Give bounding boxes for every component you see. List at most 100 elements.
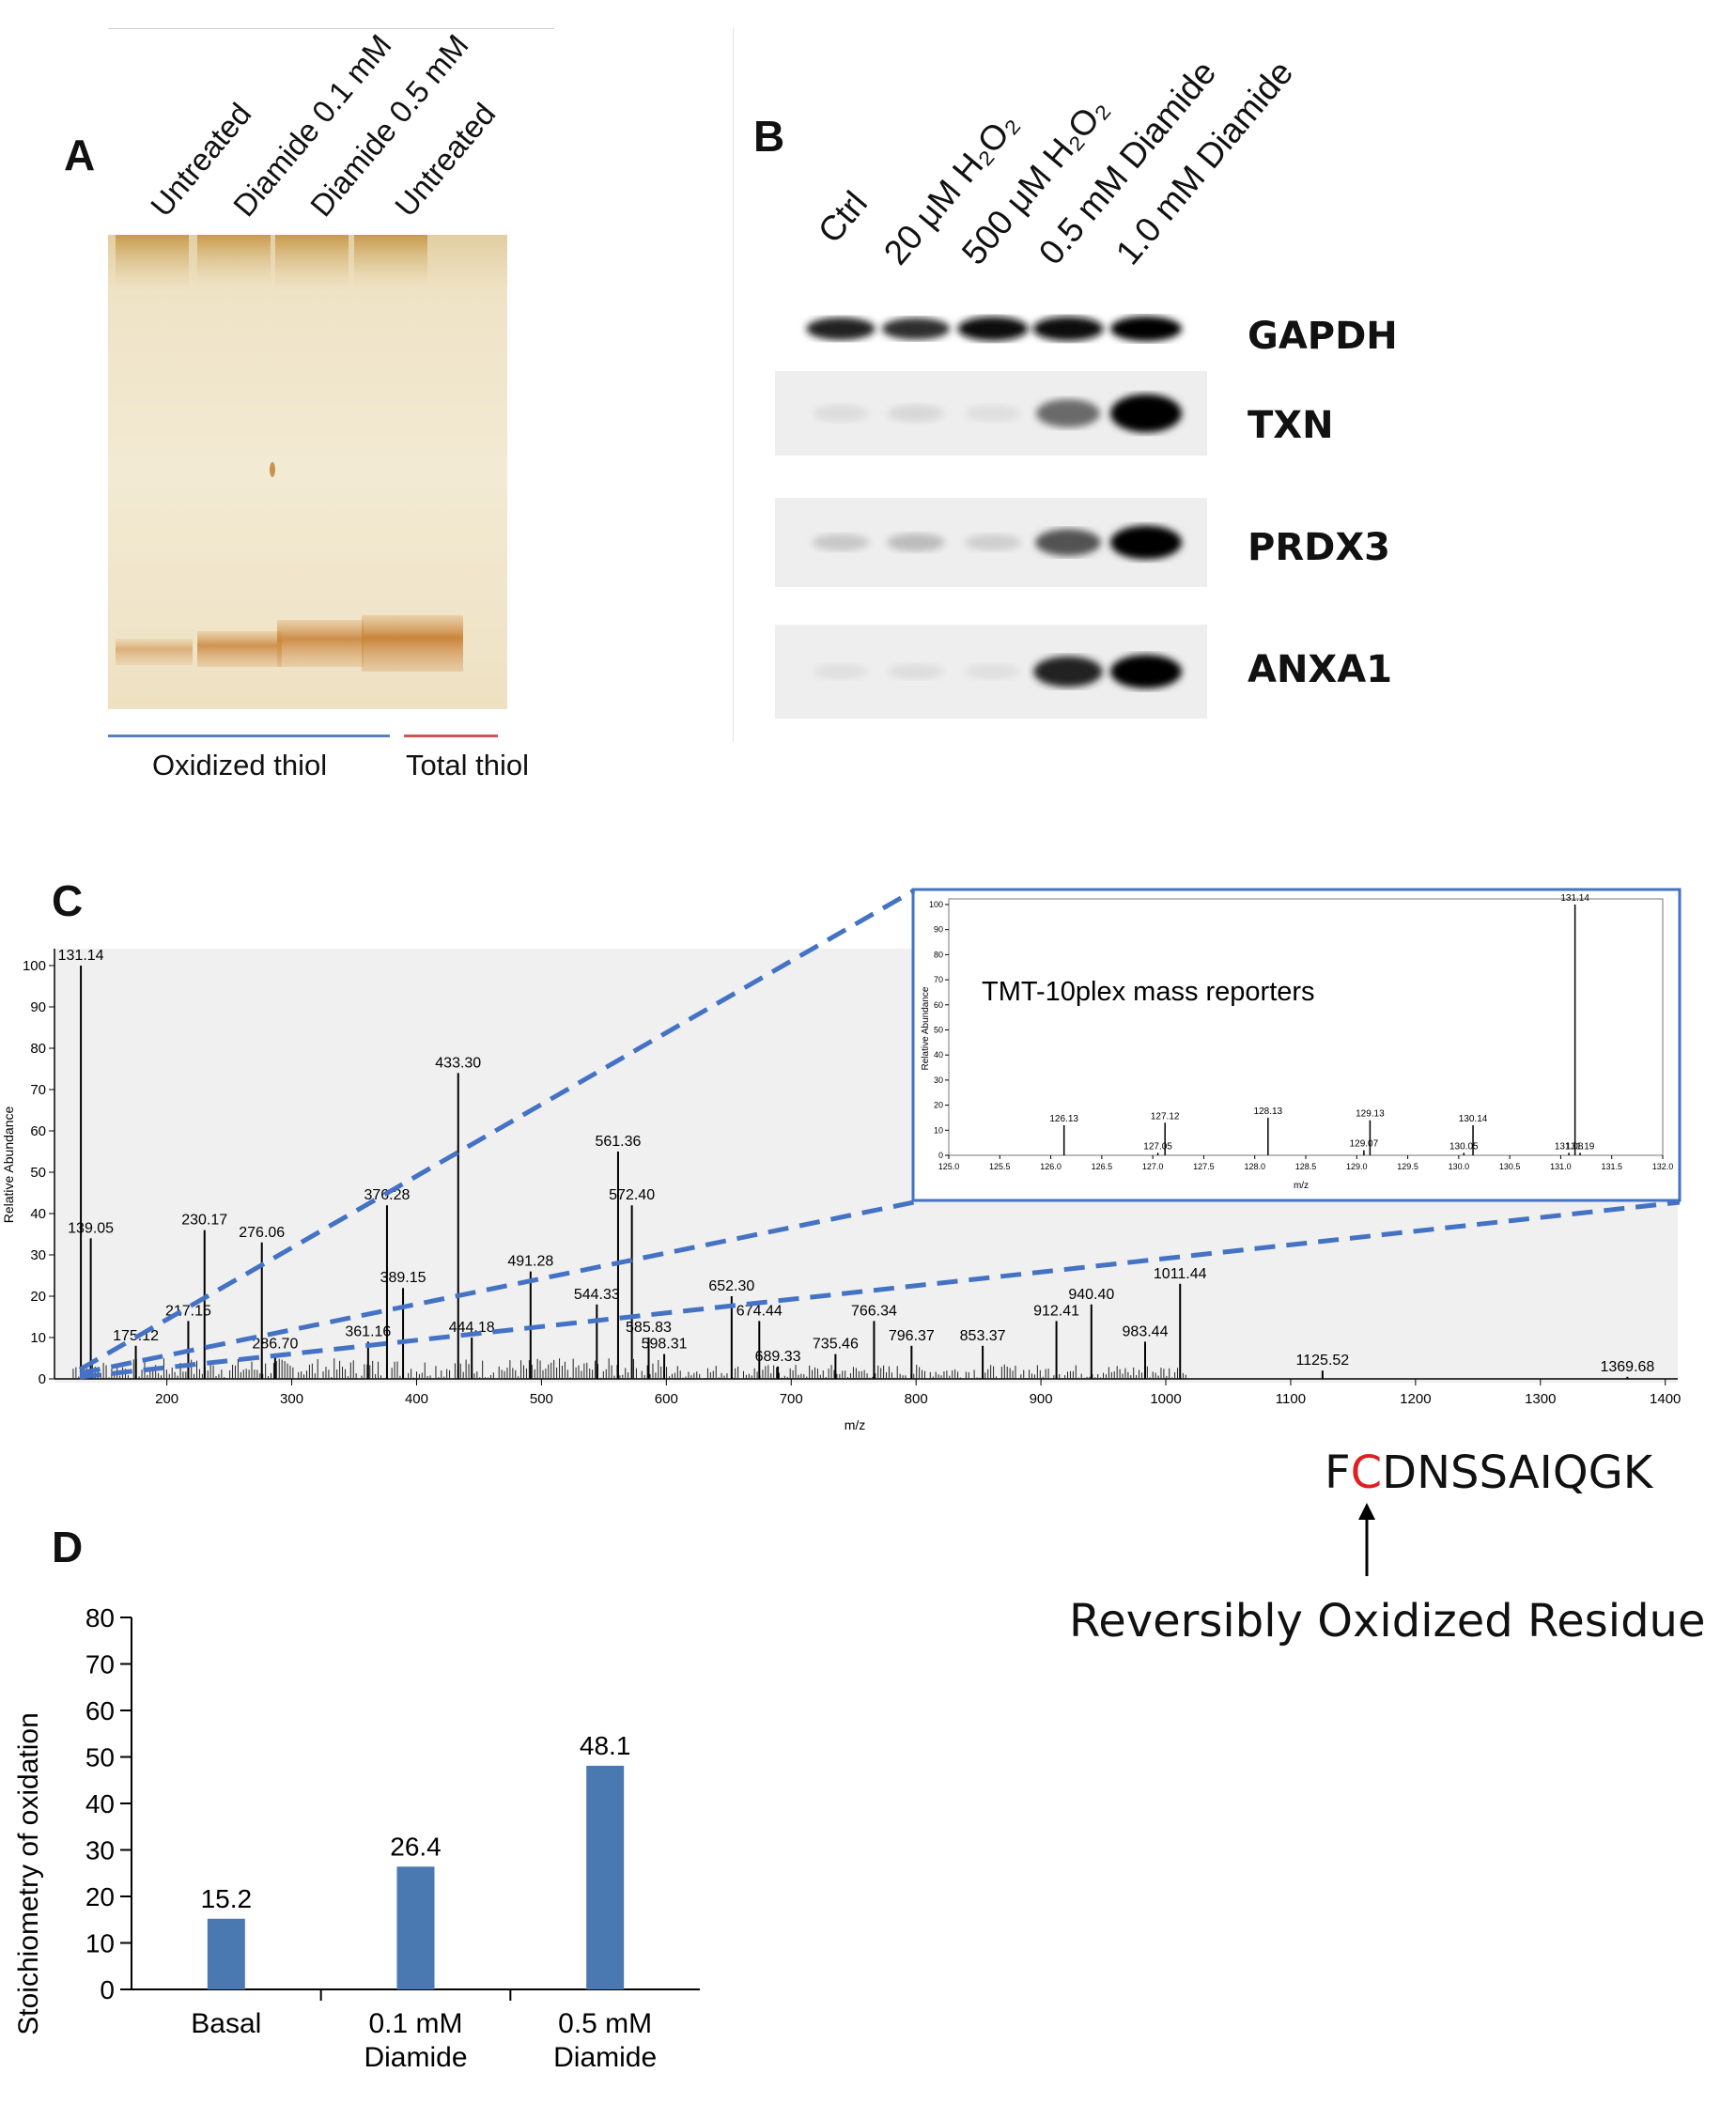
spectrum-peak-label: 585.83 — [626, 1320, 672, 1336]
blot-band-txn-lane-2 — [888, 404, 944, 423]
blot-label-txn: TXN — [1248, 404, 1334, 447]
inset-peak-label: 131.08 — [1555, 1141, 1584, 1152]
bar-category-label: Diamide — [553, 2042, 657, 2073]
panel-d-bar-chart: Stoichiometry of oxidation 0 10 20 30 40 50 60… — [13, 1603, 700, 2073]
spectrum-y-tick-label: 40 — [30, 1206, 46, 1222]
inset-x-axis-label: m/z — [1294, 1181, 1309, 1191]
spectrum-x-tick-label: 500 — [530, 1391, 553, 1407]
inset-y-axis-label: Relative Abundance — [921, 986, 931, 1070]
spectrum-x-tick-label: 1300 — [1525, 1391, 1556, 1407]
spectrum-peak-label: 361.16 — [345, 1323, 391, 1339]
spectrum-peak-label: 544.33 — [574, 1287, 620, 1303]
blot-band-prdx3-lane-5 — [1110, 525, 1182, 560]
blot-label-gapdh: GAPDH — [1248, 315, 1398, 358]
inset-peak-label: 128.13 — [1254, 1106, 1283, 1117]
inset-x-tick-label: 126.0 — [1040, 1162, 1062, 1171]
spectrum-x-tick-label: 700 — [780, 1391, 803, 1407]
inset-y-tick-label: 80 — [934, 950, 943, 959]
spectrum-peak-label: 912.41 — [1033, 1303, 1079, 1319]
spectrum-peak-label: 131.14 — [58, 948, 104, 964]
spectrum-peak-label: 561.36 — [595, 1134, 641, 1150]
inset-x-tick-label: 126.5 — [1092, 1162, 1113, 1171]
spectrum-peak-label: 444.18 — [449, 1320, 495, 1336]
spectrum-peak-label: 389.15 — [380, 1270, 426, 1286]
oxidized-thiol-bracket — [108, 735, 390, 737]
spectrum-y-tick-label: 60 — [30, 1123, 46, 1139]
spectrum-peak-label: 983.44 — [1123, 1323, 1169, 1339]
spectrum-x-axis-label: m/z — [845, 1417, 866, 1432]
inset-peak-label: 131.14 — [1560, 893, 1589, 904]
residue-note: Reversibly Oxidized Residue — [1069, 1595, 1706, 1648]
bar-category-label: Basal — [191, 2008, 261, 2039]
inset-x-tick-label: 131.5 — [1601, 1162, 1622, 1171]
blot-band-anxa1-lane-3 — [965, 663, 1021, 680]
blot-band-gapdh-lane-5 — [1110, 316, 1182, 342]
inset-peak-label: 126.13 — [1049, 1114, 1078, 1124]
spectrum-peak-label: 572.40 — [609, 1187, 655, 1203]
bar-category-label: Diamide — [364, 2042, 467, 2073]
spectrum-peak-label: 1011.44 — [1154, 1266, 1207, 1282]
spectrum-peak-label: 796.37 — [889, 1328, 935, 1344]
spectrum-peak-label: 735.46 — [813, 1337, 859, 1353]
bar-y-tick-label: 60 — [85, 1696, 115, 1725]
bar-2 — [396, 1866, 435, 1989]
spectrum-x-tick-label: 600 — [655, 1391, 678, 1407]
panel-divider-line — [733, 28, 734, 742]
bar-y-tick-label: 0 — [100, 1975, 115, 2004]
inset-y-tick-label: 100 — [929, 900, 943, 909]
spectrum-x-tick-label: 300 — [280, 1391, 303, 1407]
gel-spot — [270, 462, 275, 477]
inset-x-tick-label: 128.0 — [1244, 1162, 1265, 1171]
blot-band-prdx3-lane-1 — [812, 534, 870, 551]
spectrum-x-tick-label: 1000 — [1150, 1391, 1181, 1407]
spectrum-x-tick-label: 1100 — [1276, 1391, 1306, 1407]
blot-band-gapdh-lane-2 — [881, 317, 951, 340]
gel-top-band-lane-3 — [275, 235, 349, 291]
bar-y-axis-label: Stoichiometry of oxidation — [13, 1712, 44, 2035]
inset-x-tick-label: 125.5 — [989, 1162, 1011, 1171]
inset-y-tick-label: 10 — [934, 1125, 943, 1135]
inset-x-tick-label: 132.0 — [1652, 1162, 1674, 1171]
oxidized-cysteine: C — [1350, 1446, 1383, 1499]
panel-c-inset-chart: TMT-10plex mass reporters Relative Abund… — [911, 888, 1682, 1202]
inset-peak-label: 131.19 — [1566, 1141, 1595, 1152]
inset-x-tick-label: 129.0 — [1346, 1162, 1368, 1171]
blot-band-txn-lane-3 — [965, 404, 1021, 423]
bar-y-tick-label: 70 — [85, 1650, 115, 1679]
inset-y-tick-label: 20 — [934, 1101, 943, 1110]
inset-y-tick-label: 30 — [934, 1075, 943, 1085]
inset-y-tick-label: 40 — [934, 1050, 943, 1060]
spectrum-y-tick-label: 10 — [30, 1330, 46, 1346]
blot-band-txn-lane-4 — [1036, 398, 1100, 428]
zoom-dashed-line-1 — [78, 888, 916, 1372]
oxidized-thiol-label: Oxidized thiol — [152, 749, 328, 781]
spectrum-x-tick-label: 800 — [905, 1391, 928, 1407]
inset-y-tick-label: 60 — [934, 1000, 943, 1010]
spectrum-peak-label: 940.40 — [1068, 1287, 1114, 1303]
inset-x-tick-label: 127.5 — [1193, 1162, 1215, 1171]
bar-value-label: 26.4 — [390, 1832, 442, 1861]
spectrum-x-tick-label: 200 — [155, 1391, 178, 1407]
inset-y-tick-label: 50 — [934, 1026, 943, 1035]
spectrum-y-tick-label: 30 — [30, 1247, 46, 1263]
spectrum-peak-label: 766.34 — [851, 1303, 897, 1319]
spectrum-y-tick-label: 50 — [30, 1165, 46, 1181]
inset-x-tick-label: 125.0 — [938, 1162, 960, 1171]
bar-y-tick-label: 30 — [85, 1836, 115, 1865]
spectrum-x-tick-label: 900 — [1030, 1391, 1053, 1407]
blot-band-txn-lane-1 — [813, 404, 869, 423]
spectrum-peak-label: 598.31 — [642, 1337, 688, 1353]
inset-peak-label: 127.05 — [1143, 1141, 1172, 1152]
bar-1 — [207, 1918, 245, 1989]
bar-y-tick-label: 10 — [85, 1929, 115, 1958]
blot-label-prdx3: PRDX3 — [1248, 526, 1390, 569]
spectrum-y-tick-label: 0 — [39, 1371, 46, 1387]
gel-top-band-lane-4 — [354, 235, 427, 289]
top-divider-line — [108, 28, 554, 29]
blot-band-gapdh-lane-4 — [1032, 317, 1104, 341]
zoom-dashed-line-3 — [79, 1199, 1681, 1380]
inset-x-tick-label: 127.0 — [1142, 1162, 1164, 1171]
gel-bottom-band-lane-1 — [116, 639, 193, 665]
inset-x-tick-label: 128.5 — [1295, 1162, 1317, 1171]
